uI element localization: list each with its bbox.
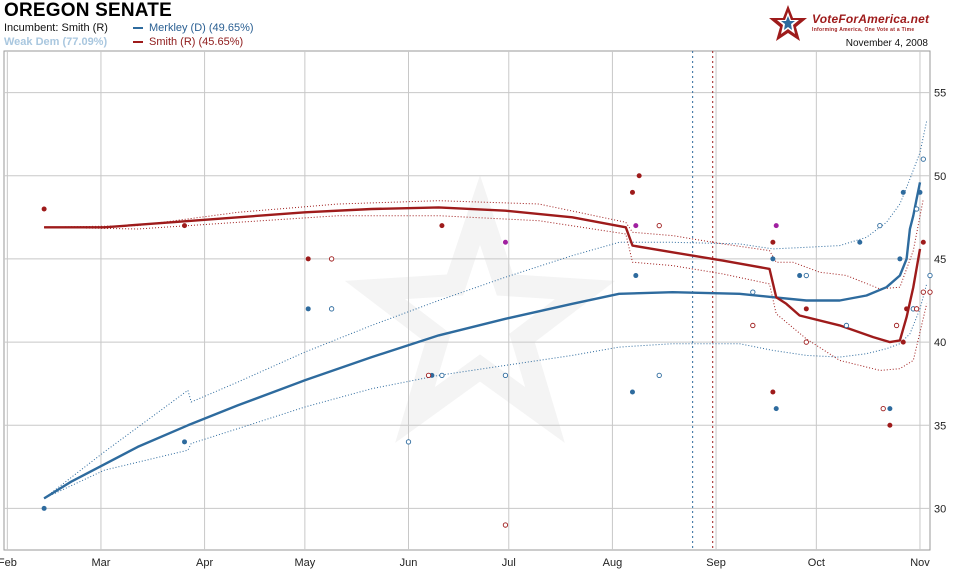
y-tick-label: 35	[934, 420, 946, 432]
poll-point-open-rep	[913, 306, 920, 312]
x-tick-label: Oct	[808, 557, 825, 569]
poll-point-open-dem	[656, 372, 662, 378]
poll-point-rep	[904, 306, 910, 312]
poll-point-dem	[182, 439, 188, 445]
poll-point-open-dem	[803, 272, 809, 279]
poll-point-mixed	[633, 223, 639, 229]
poll-point-rep	[305, 256, 311, 262]
confidence-band-lower-rep	[44, 215, 928, 371]
legend-swatch-dem	[133, 27, 143, 29]
x-tick-label: Apr	[196, 557, 213, 569]
poll-point-dem	[900, 189, 906, 195]
poll-point-open-rep	[920, 289, 926, 295]
poll-point-open-rep	[893, 322, 900, 329]
poll-point-rep	[770, 239, 776, 245]
poll-point-open-dem	[328, 306, 335, 312]
poll-point-rep	[887, 422, 893, 428]
legend-label-rep: Smith (R) (45.65%)	[149, 36, 244, 48]
poll-point-dem	[41, 505, 47, 511]
poll-point-open-dem	[502, 372, 509, 378]
poll-point-rep	[439, 223, 445, 229]
poll-point-rep	[900, 339, 906, 345]
poll-point-dem	[305, 306, 311, 312]
legend-item-rep: Smith (R) (45.65%)	[133, 36, 243, 48]
y-tick-label: 55	[934, 88, 946, 100]
poll-point-rep	[41, 206, 47, 212]
poll-point-dem	[633, 273, 639, 279]
poll-point-open-dem	[913, 206, 920, 212]
x-tick-label: Jul	[502, 557, 516, 569]
poll-point-rep	[770, 389, 776, 395]
y-tick-label: 45	[934, 254, 946, 266]
page-title: OREGON SENATE	[4, 0, 172, 21]
star-logo-icon	[769, 5, 807, 41]
poll-point-dem	[897, 256, 903, 262]
y-tick-label: 50	[934, 171, 946, 183]
poll-point-open-dem	[843, 322, 850, 329]
legend-swatch-rep	[133, 41, 143, 43]
trend-line-dem	[43, 182, 922, 500]
poll-point-open-dem	[927, 272, 933, 279]
poll-point-dem	[857, 239, 863, 245]
poll-point-dem	[887, 406, 893, 412]
poll-point-open-rep	[656, 222, 662, 229]
x-tick-label: Mar	[91, 557, 110, 569]
poll-point-mixed	[502, 239, 508, 245]
poll-point-dem	[797, 273, 803, 279]
poll-point-open-rep	[425, 372, 432, 378]
brand-name: VoteForAmerica.net	[812, 12, 930, 26]
plot-frame	[3, 50, 931, 551]
trend-line-rep	[44, 206, 922, 344]
x-tick-label: Nov	[910, 557, 930, 569]
poll-point-rep	[803, 306, 809, 312]
y-tick-label: 30	[934, 503, 946, 515]
star-watermark-icon	[344, 175, 616, 443]
legend-label-dem: Merkley (D) (49.65%)	[149, 22, 254, 34]
brand-logo[interactable]: VoteForAmerica.net Informing America, On…	[768, 4, 968, 48]
confidence-band-lower-dem	[43, 283, 928, 499]
x-tick-label: Feb	[0, 557, 17, 569]
poll-point-rep	[920, 239, 926, 245]
chart-date: November 4, 2008	[845, 38, 928, 49]
poll-point-open-rep	[803, 339, 809, 345]
poll-point-open-rep	[328, 256, 335, 262]
poll-point-open-dem	[877, 222, 883, 229]
poll-point-rep	[636, 173, 642, 179]
poll-point-open-dem	[750, 289, 756, 295]
poll-point-dem	[629, 389, 635, 395]
poll-point-rep	[182, 223, 188, 229]
poll-point-dem	[770, 256, 776, 262]
incumbent-label: Incumbent: Smith (R)	[4, 22, 108, 34]
legend-item-dem: Merkley (D) (49.65%)	[133, 22, 254, 34]
poll-point-open-dem	[439, 372, 445, 378]
poll-point-open-dem	[405, 439, 412, 445]
race-rating-label: Weak Dem (77.09%)	[4, 36, 108, 48]
poll-point-dem	[773, 406, 779, 412]
y-tick-label: 40	[934, 337, 946, 349]
poll-point-rep	[629, 189, 635, 195]
poll-point-open-rep	[927, 289, 933, 295]
x-tick-label: Jun	[400, 557, 418, 569]
brand-tagline: Informing America, One Vote at a Time	[812, 27, 915, 33]
poll-point-open-rep	[880, 405, 886, 412]
poll-point-open-rep	[750, 322, 756, 329]
poll-point-open-rep	[502, 522, 509, 528]
x-tick-label: Sep	[706, 557, 726, 569]
x-tick-label: Aug	[603, 557, 623, 569]
poll-point-mixed	[773, 223, 779, 229]
poll-point-dem	[917, 189, 923, 195]
x-tick-label: May	[294, 557, 315, 569]
poll-point-open-dem	[920, 156, 926, 162]
